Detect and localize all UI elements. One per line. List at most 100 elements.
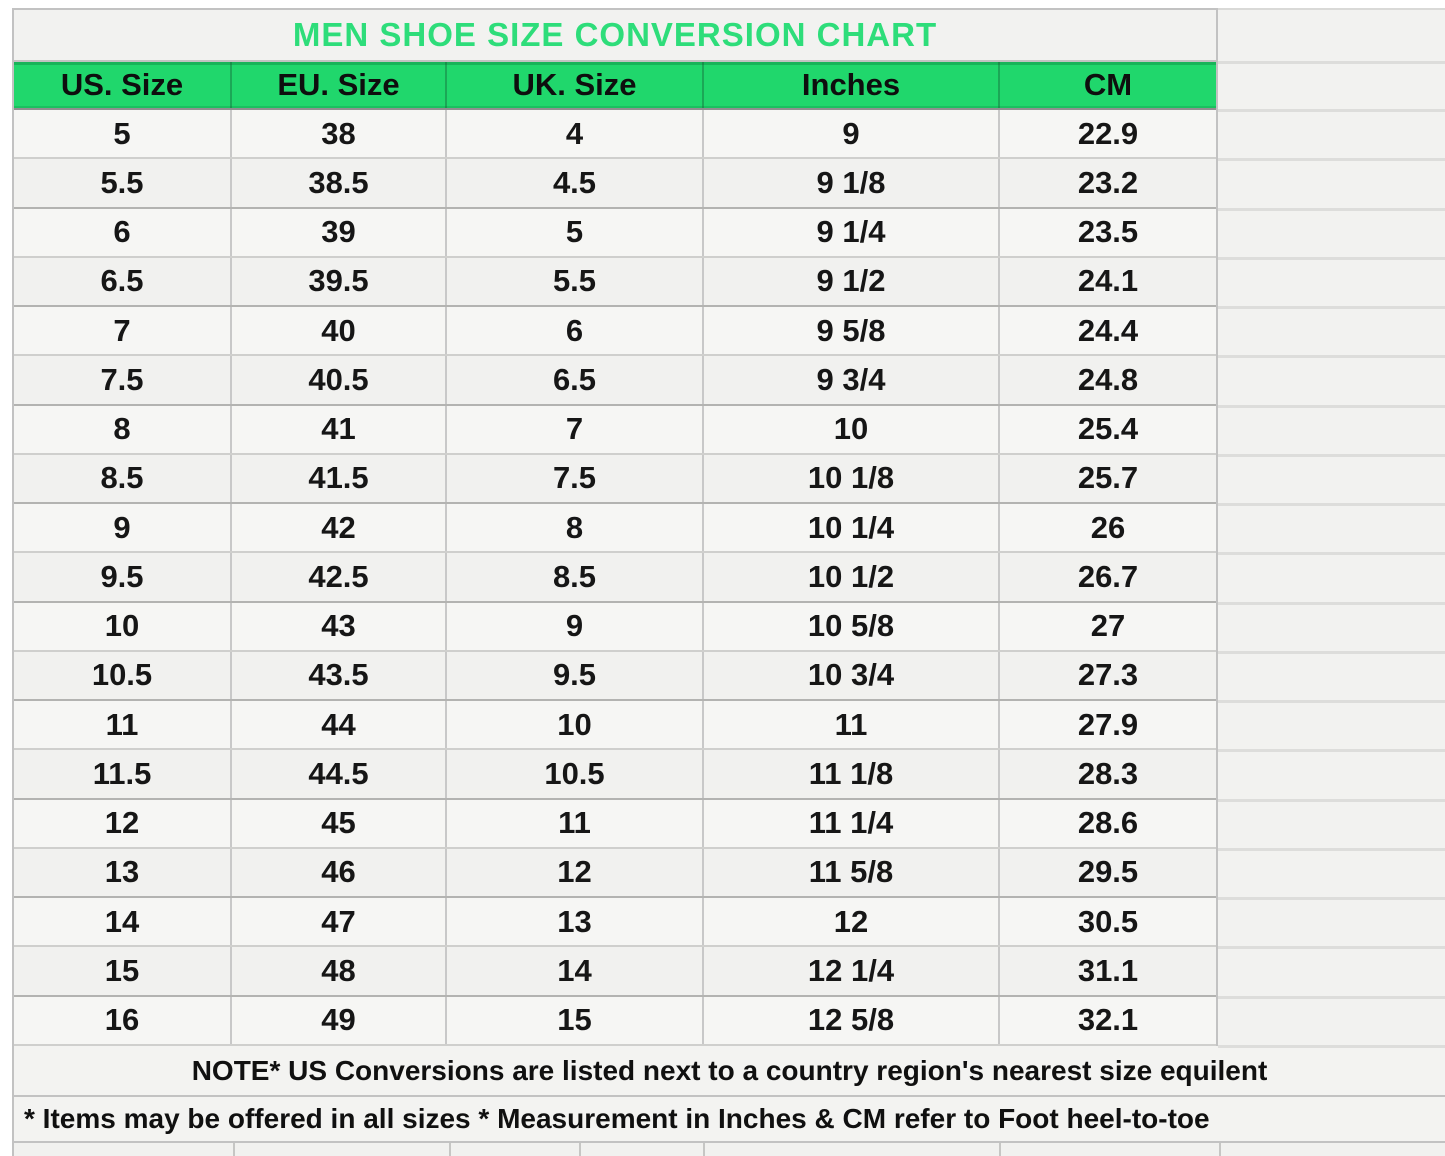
empty-column [1218, 8, 1445, 1048]
gridline [1218, 700, 1445, 704]
table-body: 5 38 4 9 22.9 5.5 38.5 4.5 9 1/8 23.2 6 39 5 9 1/4 23.… [14, 110, 1216, 1046]
column-header-eu-size: EU. Size [232, 62, 447, 108]
table-cell: 5.5 [14, 159, 232, 207]
table-cell: 5 [447, 208, 704, 256]
table-cell: 9.5 [14, 553, 232, 601]
table-cell: 12 1/4 [704, 947, 1000, 995]
table-cell: 14 [447, 947, 704, 995]
table-cell: 13 [14, 848, 232, 896]
table-cell: 25.4 [1077, 411, 1139, 447]
column-header-uk-size: UK. Size [447, 62, 704, 108]
table-cell: 11 1/4 [704, 799, 1000, 847]
table-cell: 41 [232, 405, 447, 453]
table-row: 5.5 38.5 4.5 9 1/8 23.2 [14, 159, 1216, 209]
gridline [1218, 749, 1445, 753]
column-header-inches: Inches [704, 62, 1000, 108]
gridline [1218, 61, 1445, 64]
table-cell: 24.8 [1077, 361, 1139, 397]
table-row: 8 41 7 10 25.4 [14, 405, 1216, 455]
table-row: 10.5 43.5 9.5 10 3/4 27.3 [14, 651, 1216, 701]
table-header-row: US. Size EU. Size UK. Size Inches CM [14, 62, 1216, 110]
table-cell: 28.3 [1077, 755, 1139, 791]
gridline [1218, 995, 1445, 999]
table-cell: 11 [14, 701, 232, 749]
table-cell: 10 1/2 [704, 553, 1000, 601]
table-cell: 4.5 [447, 159, 704, 207]
table-row: 7 40 6 9 5/8 24.4 [14, 307, 1216, 357]
table-row: 9 42 8 10 1/4 26 [14, 504, 1216, 554]
table-cell: 15 [447, 996, 704, 1044]
table-cell: 42.5 [232, 553, 447, 601]
note-line-1: NOTE* US Conversions are listed next to … [14, 1046, 1445, 1097]
table-cell: 9 3/4 [704, 356, 1000, 404]
gridline [703, 1143, 705, 1156]
table-row: 5 38 4 9 22.9 [14, 110, 1216, 160]
conversion-table: MEN SHOE SIZE CONVERSION CHART US. Size … [12, 8, 1218, 1046]
table-cell: 40 [232, 307, 447, 355]
table-cell: 8 [447, 504, 704, 552]
table-cell: 12 5/8 [704, 996, 1000, 1044]
chart-title: MEN SHOE SIZE CONVERSION CHART [292, 16, 938, 53]
table-cell: 8.5 [14, 454, 232, 502]
gridline [1218, 256, 1445, 260]
table-cell: 28.6 [1077, 805, 1139, 841]
table-cell: 6 [447, 307, 704, 355]
table-row: 7.5 40.5 6.5 9 3/4 24.8 [14, 356, 1216, 406]
table-cell: 8 [14, 405, 232, 453]
table-cell: 11 5/8 [704, 848, 1000, 896]
table-cell: 23.2 [1077, 164, 1139, 200]
gridline [1218, 109, 1445, 112]
gridline [1218, 404, 1445, 408]
table-cell: 43 [232, 602, 447, 650]
gridline [1218, 847, 1445, 851]
table-row: 9.5 42.5 8.5 10 1/2 26.7 [14, 553, 1216, 603]
table-cell: 10 1/4 [704, 504, 1000, 552]
table-row: 8.5 41.5 7.5 10 1/8 25.7 [14, 454, 1216, 504]
table-cell: 9 1/4 [704, 208, 1000, 256]
table-cell: 10 [14, 602, 232, 650]
partial-bottom-row [12, 1143, 1445, 1156]
table-cell: 11 [447, 799, 704, 847]
table-cell: 12 [14, 799, 232, 847]
table-cell: 41.5 [232, 454, 447, 502]
table-cell: 4 [447, 110, 704, 158]
table-cell: 13 [447, 898, 704, 946]
table-cell: 10 5/8 [704, 602, 1000, 650]
table-cell: 7.5 [447, 454, 704, 502]
table-cell: 10 [447, 701, 704, 749]
table-cell: 25.7 [1077, 460, 1139, 496]
table-cell: 9.5 [447, 651, 704, 699]
table-cell: 6 [14, 208, 232, 256]
table-row: 6.5 39.5 5.5 9 1/2 24.1 [14, 257, 1216, 307]
table-row: 11.5 44.5 10.5 11 1/8 28.3 [14, 750, 1216, 800]
table-cell: 16 [14, 996, 232, 1044]
table-cell: 47 [232, 898, 447, 946]
table-cell: 6.5 [14, 257, 232, 305]
table-cell: 10 3/4 [704, 651, 1000, 699]
gridline [233, 1143, 235, 1156]
gridline [1218, 601, 1445, 605]
table-cell: 44.5 [232, 750, 447, 798]
table-cell: 30.5 [1077, 903, 1139, 939]
table-cell: 9 1/8 [704, 159, 1000, 207]
table-row: 13 46 12 11 5/8 29.5 [14, 848, 1216, 898]
table-cell: 27.3 [1077, 657, 1139, 693]
table-cell: 24.4 [1077, 312, 1139, 348]
notes-block: NOTE* US Conversions are listed next to … [12, 1046, 1445, 1143]
table-cell: 27.9 [1077, 706, 1139, 742]
table-cell: 39 [232, 208, 447, 256]
table-cell: 11.5 [14, 750, 232, 798]
gridline [1218, 355, 1445, 359]
table-cell: 15 [14, 947, 232, 995]
gridline [579, 1143, 581, 1156]
gridline [1218, 1044, 1445, 1048]
table-cell: 9 [704, 110, 1000, 158]
table-cell: 22.9 [1077, 115, 1139, 151]
table-row: 12 45 11 11 1/4 28.6 [14, 799, 1216, 849]
gridline [1218, 552, 1445, 556]
table-cell: 23.5 [1077, 214, 1139, 250]
table-cell: 10.5 [14, 651, 232, 699]
gridline [1218, 946, 1445, 950]
table-cell: 7.5 [14, 356, 232, 404]
